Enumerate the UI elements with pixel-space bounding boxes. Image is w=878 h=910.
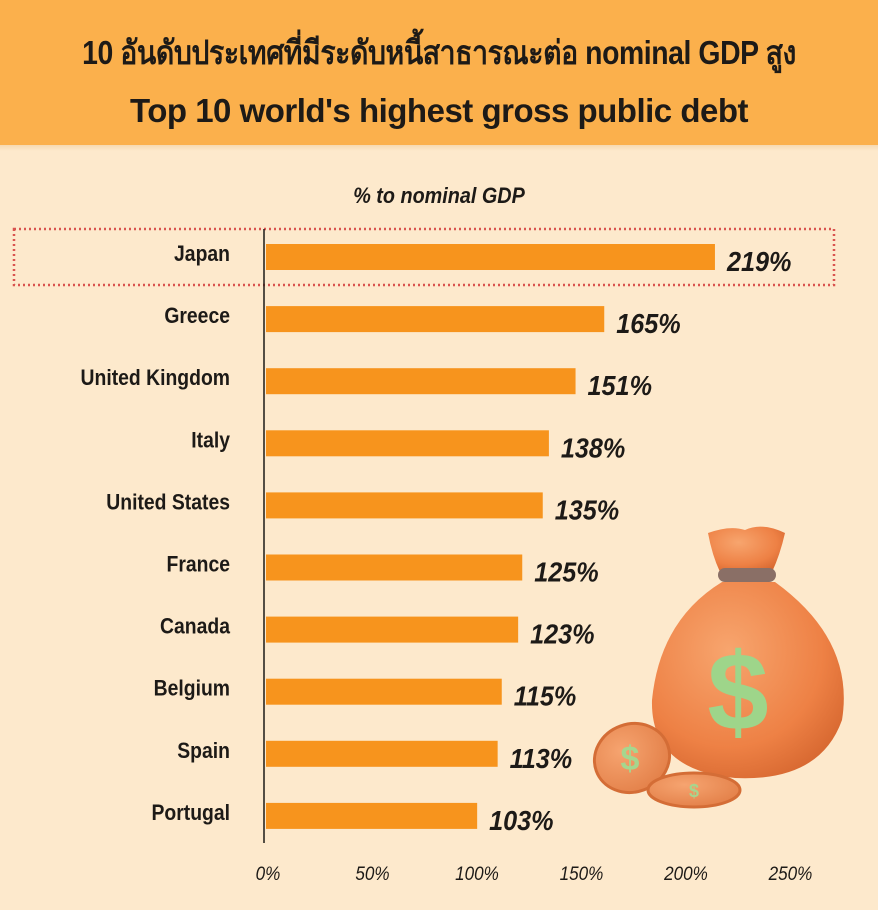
bars-layer: Japan 219% Greece 165% United Kingdom 151% Ita… (12, 227, 836, 837)
category-label: Belgium (154, 677, 230, 701)
bar-greece (266, 306, 605, 333)
coin-icon (646, 771, 742, 809)
bar-italy (266, 430, 549, 457)
value-label: 151% (588, 370, 652, 402)
x-tick-label: 100% (455, 863, 499, 884)
value-label: 219% (726, 246, 791, 278)
title-thai: 10 อันดับประเทศที่มีระดับหนี้สาธารณะต่อ … (82, 34, 796, 71)
svg-text:$: $ (689, 781, 699, 801)
bar-spain (266, 740, 498, 767)
x-tick-label: 200% (663, 863, 708, 884)
bar-belgium (266, 678, 502, 705)
x-tick-label: 150% (560, 863, 604, 884)
value-label: 165% (616, 308, 680, 340)
value-label: 103% (489, 805, 553, 837)
svg-text:$: $ (621, 740, 640, 778)
category-label: United States (106, 490, 230, 514)
dollar-sign-icon: $ (707, 631, 768, 754)
value-label: 123% (530, 618, 594, 650)
title-english: Top 10 world's highest gross public debt (130, 92, 748, 129)
money-bag-icon: $ $ $ (592, 526, 844, 809)
value-label: 138% (561, 432, 625, 464)
x-tick-label: 250% (768, 863, 813, 884)
axis-title: % to nominal GDP (353, 183, 525, 208)
category-label: United Kingdom (81, 366, 230, 390)
bar-united-kingdom (266, 368, 576, 395)
category-label: Greece (164, 304, 230, 328)
x-tick-label: 50% (355, 863, 389, 884)
category-label: Canada (160, 614, 230, 638)
category-label: Italy (191, 428, 230, 452)
coin-icon (592, 722, 672, 794)
highlight-box (12, 227, 836, 287)
bar-france (266, 554, 523, 581)
bar-portugal (266, 802, 478, 829)
bar-united-states (266, 492, 543, 519)
category-label: Portugal (151, 801, 230, 825)
x-axis-ticks: 0% 50% 100% 150% 200% 250% (256, 863, 813, 884)
header-shadow (0, 145, 878, 151)
value-label: 113% (510, 743, 573, 775)
category-label: France (167, 552, 230, 576)
bar-japan (266, 244, 715, 270)
value-label: 135% (555, 494, 619, 526)
category-label: Spain (177, 739, 230, 763)
value-label: 125% (534, 556, 598, 588)
bar-canada (266, 616, 519, 643)
x-tick-label: 0% (256, 863, 281, 884)
value-label: 115% (514, 680, 577, 712)
header-banner: 10 อันดับประเทศที่มีระดับหนี้สาธารณะต่อ … (0, 0, 878, 145)
category-label: Japan (174, 242, 230, 266)
